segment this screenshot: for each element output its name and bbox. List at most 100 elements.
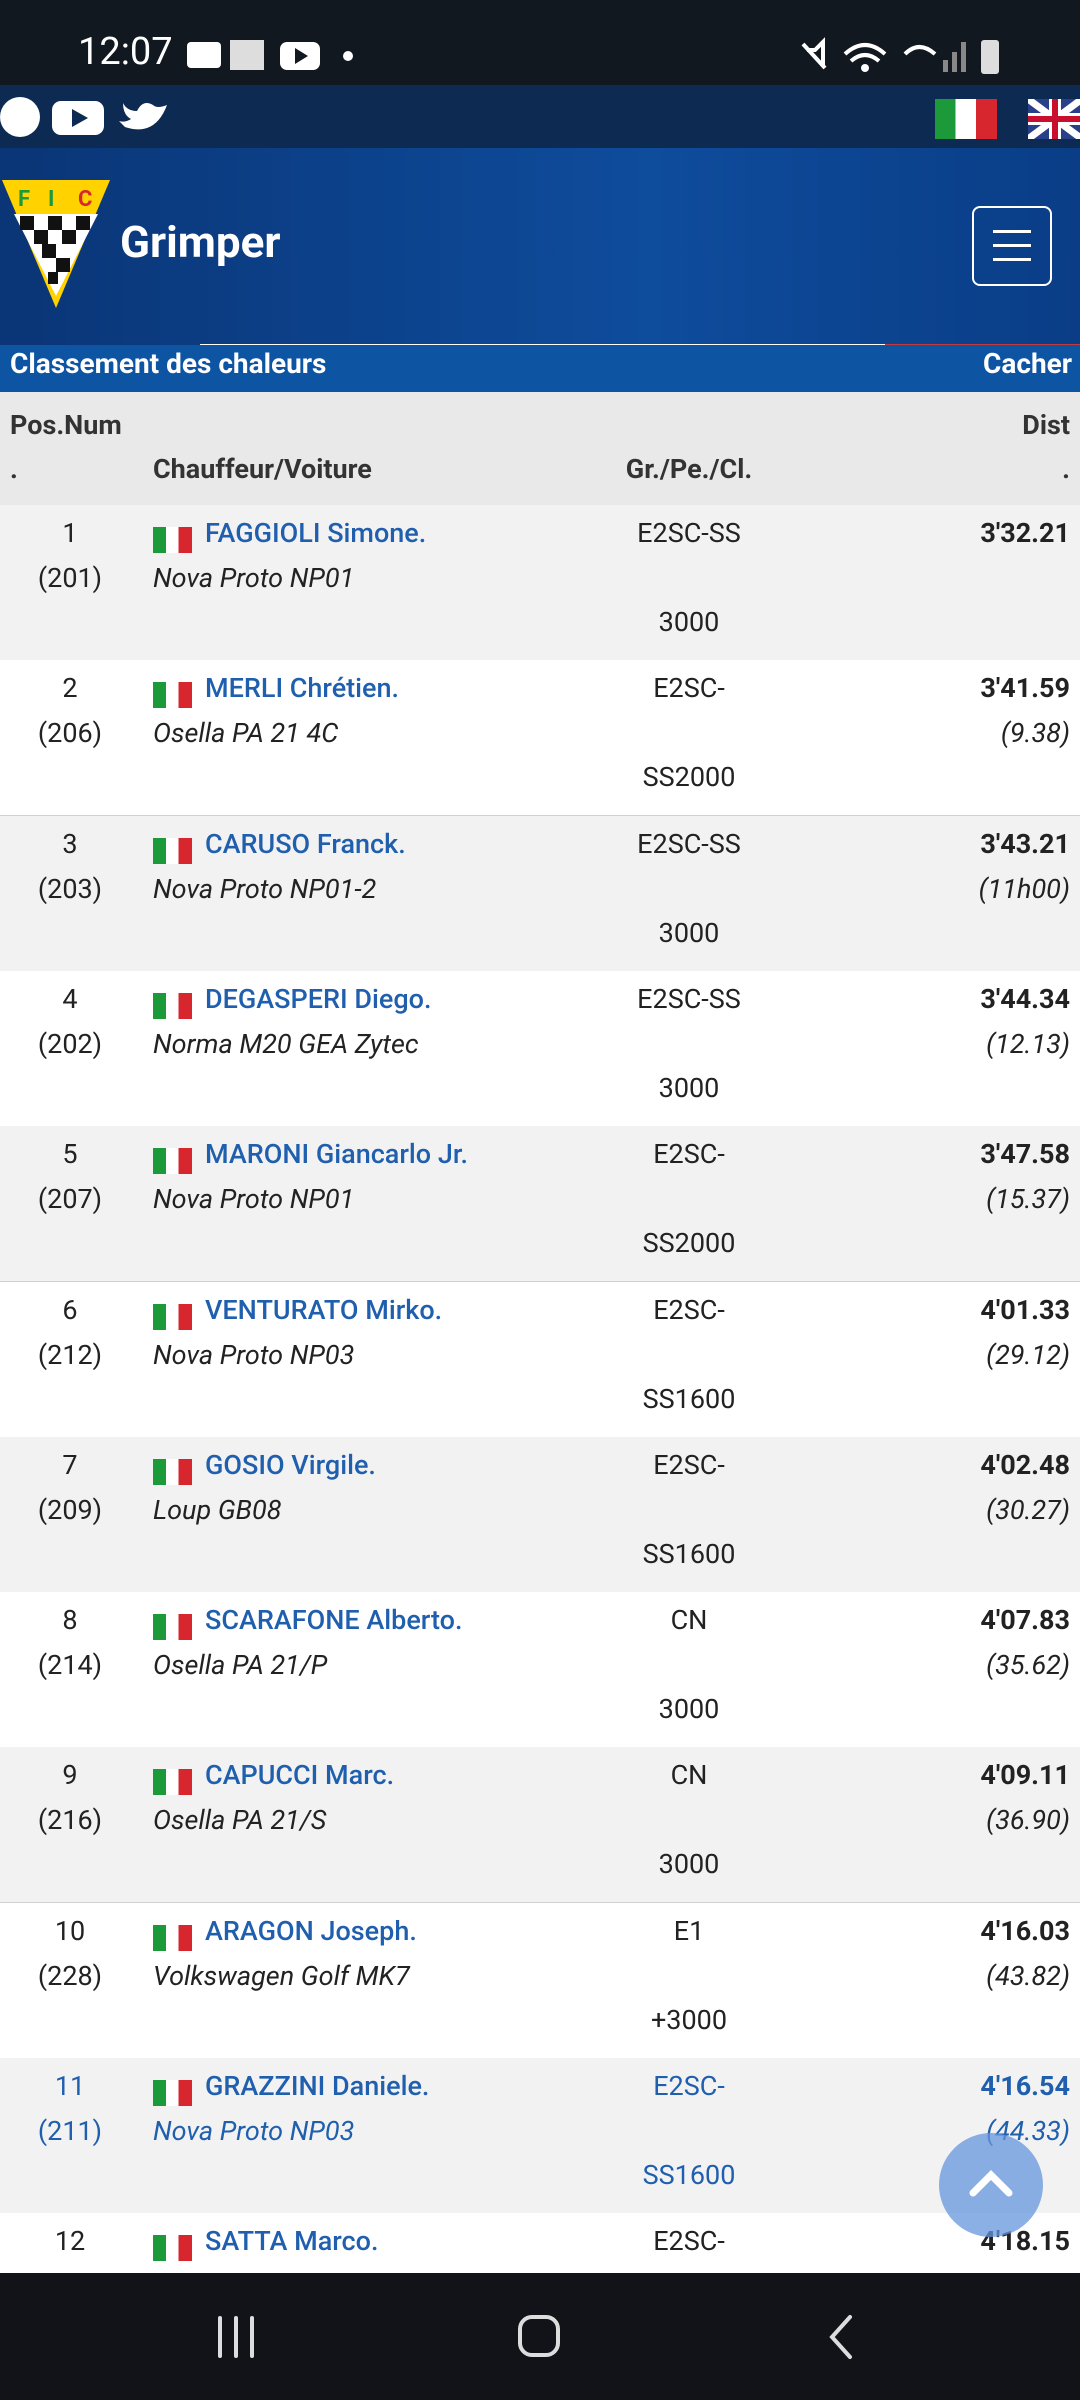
result-row[interactable]: 1 (201) FAGGIOLI Simone. Nova Proto NP01 E2S… xyxy=(0,505,1080,662)
driver-name[interactable]: ARAGON Joseph. xyxy=(205,1914,417,1947)
result-row[interactable]: 12 SATTA Marco. E2SC- 4'18.15 xyxy=(0,2213,1080,2273)
car-number: (202) xyxy=(37,1027,103,1060)
group-class: CN xyxy=(670,1759,708,1792)
results-table: 1 (201) FAGGIOLI Simone. Nova Proto NP01 E2S… xyxy=(0,505,1080,2273)
social-bar xyxy=(0,85,1080,148)
result-row[interactable]: 2 (206) MERLI Chrétien. Osella PA 21 4C E2SC… xyxy=(0,660,1080,818)
car-model: Nova Proto NP01-2 xyxy=(153,872,377,905)
notification-icons xyxy=(187,40,353,70)
car-number: (212) xyxy=(37,1338,103,1371)
result-row[interactable]: 8 (214) SCARAFONE Alberto. Osella PA 21/P CN… xyxy=(0,1592,1080,1750)
position: 6 xyxy=(62,1293,78,1326)
col-group: Gr./Pe./Cl. xyxy=(625,453,753,485)
group-class: E2SC-SS xyxy=(637,517,741,549)
back-button[interactable] xyxy=(829,2315,852,2359)
position: 11 xyxy=(54,2070,86,2102)
time: 3'47.58 xyxy=(980,1138,1070,1171)
col-dist-dot: . xyxy=(1062,453,1070,485)
gap: (43.82) xyxy=(986,1959,1070,1992)
time: 3'43.21 xyxy=(980,827,1070,860)
group-class: E2SC- xyxy=(653,1448,725,1481)
flag-it xyxy=(153,992,192,1019)
group-class: E2SC-SS xyxy=(637,827,741,860)
position: 8 xyxy=(62,1604,78,1637)
scroll-top-button[interactable] xyxy=(939,2133,1043,2237)
driver-name[interactable]: DEGASPERI Diego. xyxy=(205,982,432,1015)
car-model: Loup GB08 xyxy=(153,1493,282,1526)
svg-text:C: C xyxy=(78,187,92,212)
flag-it xyxy=(153,1303,192,1330)
group-class: 3000 xyxy=(658,1071,720,1104)
car-number: (201) xyxy=(37,562,103,594)
english-flag[interactable] xyxy=(1028,99,1080,139)
flag-it xyxy=(153,1148,192,1175)
flag-it xyxy=(153,527,192,553)
group-class: E2SC- xyxy=(653,2070,725,2102)
social-icons[interactable] xyxy=(0,93,180,141)
time: 4'16.54 xyxy=(980,2070,1070,2102)
section-title: Classement des chaleurs xyxy=(10,347,327,380)
driver-name[interactable]: FAGGIOLI Simone. xyxy=(205,517,427,549)
time: 4'07.83 xyxy=(980,1604,1070,1637)
time: 4'02.48 xyxy=(980,1448,1070,1481)
group-class: E2SC- xyxy=(653,2225,725,2258)
driver-name[interactable]: GOSIO Virgile. xyxy=(205,1448,376,1481)
flag-it xyxy=(153,1769,192,1796)
result-row[interactable]: 5 (207) MARONI Giancarlo Jr. Nova Proto NP0… xyxy=(0,1126,1080,1284)
driver-name[interactable]: MERLI Chrétien. xyxy=(205,672,400,705)
time: 4'09.11 xyxy=(980,1759,1070,1792)
hide-button[interactable]: Cacher xyxy=(983,347,1072,380)
group-class: SS2000 xyxy=(642,761,736,794)
car-number: (214) xyxy=(37,1649,103,1682)
driver-name[interactable]: SATTA Marco. xyxy=(205,2225,379,2258)
car-model: Nova Proto NP01 xyxy=(153,1183,355,1216)
car-model: Osella PA 21 4C xyxy=(153,717,339,750)
time: 3'32.21 xyxy=(980,517,1070,549)
flag-it xyxy=(153,1458,192,1485)
result-row[interactable]: 7 (209) GOSIO Virgile. Loup GB08 E2SC- SS1600… xyxy=(0,1436,1080,1594)
group-class: 3000 xyxy=(658,1693,720,1726)
col-pos: Pos.Num xyxy=(10,409,122,441)
result-row[interactable]: 9 (216) CAPUCCI Marc. Osella PA 21/S CN 3000 4… xyxy=(0,1747,1080,1905)
navigation-bar xyxy=(0,2273,1080,2400)
gap: (9.38) xyxy=(1000,717,1070,750)
car-number: (216) xyxy=(37,1804,103,1837)
group-class: SS1600 xyxy=(642,2159,736,2191)
car-model: Osella PA 21/P xyxy=(153,1649,328,1682)
svg-text:F: F xyxy=(18,187,30,212)
brand[interactable]: Grimper xyxy=(120,216,281,268)
menu-button[interactable] xyxy=(972,206,1052,286)
result-row[interactable]: 10 (228) ARAGON Joseph. Volkswagen Golf MK7… xyxy=(0,1902,1080,2060)
recents-button[interactable] xyxy=(218,2316,254,2358)
gap: (11h00) xyxy=(978,872,1070,905)
result-row[interactable]: 3 (203) CARUSO Franck. Nova Proto NP01-2 E2S… xyxy=(0,815,1080,973)
driver-name[interactable]: GRAZZINI Daniele. xyxy=(205,2070,430,2102)
table-header: Pos.Num . Chauffeur/Voiture Gr./Pe./Cl. … xyxy=(0,392,1080,507)
driver-name[interactable]: SCARAFONE Alberto. xyxy=(205,1604,463,1637)
driver-name[interactable]: MARONI Giancarlo Jr. xyxy=(205,1138,469,1171)
result-row[interactable]: 6 (212) VENTURATO Mirko. Nova Proto NP03 E2S… xyxy=(0,1281,1080,1439)
position: 10 xyxy=(54,1914,86,1947)
car-number: (207) xyxy=(37,1183,103,1216)
status-bar: 12:07 xyxy=(0,0,1080,85)
group-class: SS2000 xyxy=(642,1227,736,1260)
driver-name[interactable]: VENTURATO Mirko. xyxy=(205,1293,443,1326)
position: 1 xyxy=(62,517,78,549)
gap: (29.12) xyxy=(986,1338,1070,1371)
driver-name[interactable]: CAPUCCI Marc. xyxy=(205,1759,395,1792)
gap: (35.62) xyxy=(986,1649,1070,1682)
car-number: (203) xyxy=(37,872,103,905)
italian-flag[interactable] xyxy=(935,99,997,139)
clock: 12:07 xyxy=(78,30,173,74)
result-row[interactable]: 11 (211) GRAZZINI Daniele. Nova Proto NP03 E… xyxy=(0,2058,1080,2215)
flag-it xyxy=(153,1614,192,1641)
result-row[interactable]: 4 (202) DEGASPERI Diego. Norma M20 GEA Zyte… xyxy=(0,970,1080,1128)
gap: (12.13) xyxy=(986,1027,1070,1060)
col-dist: Dist xyxy=(1022,409,1070,441)
driver-name[interactable]: CARUSO Franck. xyxy=(205,827,406,860)
home-button[interactable] xyxy=(518,2315,560,2357)
